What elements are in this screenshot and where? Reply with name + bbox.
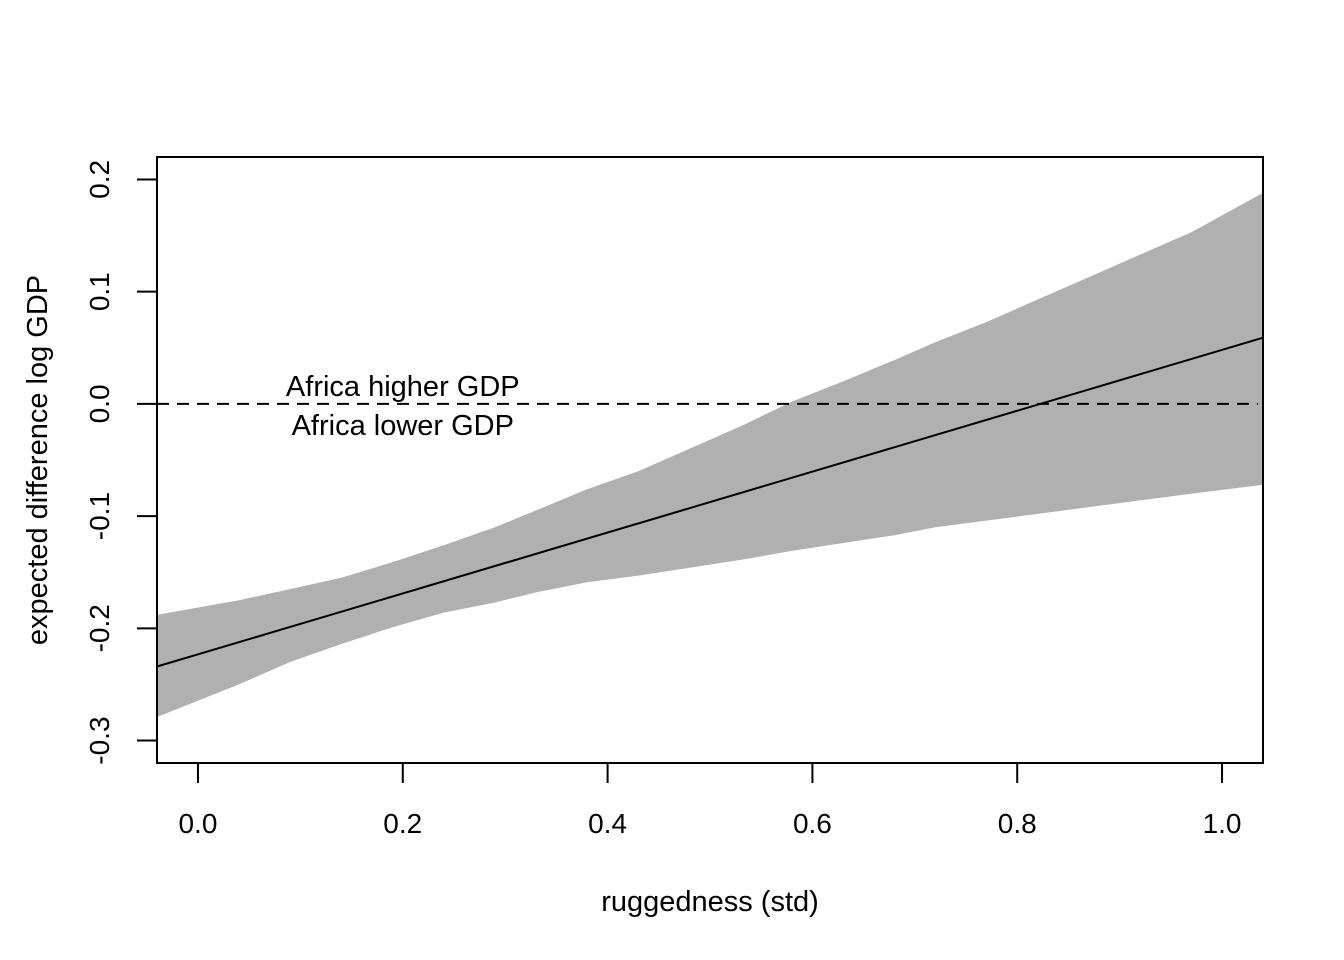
y-tick-label: -0.3: [84, 716, 115, 764]
annotation-label: Africa lower GDP: [292, 410, 514, 442]
y-tick-label: -0.2: [84, 604, 115, 652]
y-tick-label: 0.1: [84, 272, 115, 311]
annotations: Africa higher GDP Africa lower GDP: [286, 371, 520, 442]
x-tick-label: 0.0: [178, 808, 217, 839]
y-tick-label: 0.2: [84, 160, 115, 199]
y-axis-title: expected difference log GDP: [22, 275, 54, 645]
x-axis: 0.0 0.2 0.4 0.6 0.8 1.0: [178, 762, 1242, 839]
annotation-label: Africa higher GDP: [286, 371, 520, 403]
mean-line-0: [156, 336, 1264, 668]
y-axis: -0.3 -0.2 -0.1 0.0 0.1 0.2: [84, 160, 158, 765]
y-tick-label: 0.0: [84, 384, 115, 423]
x-tick-label: 0.2: [383, 808, 422, 839]
plot-layer: [156, 192, 1264, 717]
x-tick-label: 1.0: [1203, 808, 1242, 839]
x-tick-label: 0.6: [793, 808, 832, 839]
x-tick-label: 0.4: [588, 808, 627, 839]
interval-band: [157, 192, 1263, 717]
x-tick-label: 0.8: [998, 808, 1037, 839]
y-tick-label: -0.1: [84, 492, 115, 540]
x-axis-title: ruggedness (std): [601, 886, 819, 918]
